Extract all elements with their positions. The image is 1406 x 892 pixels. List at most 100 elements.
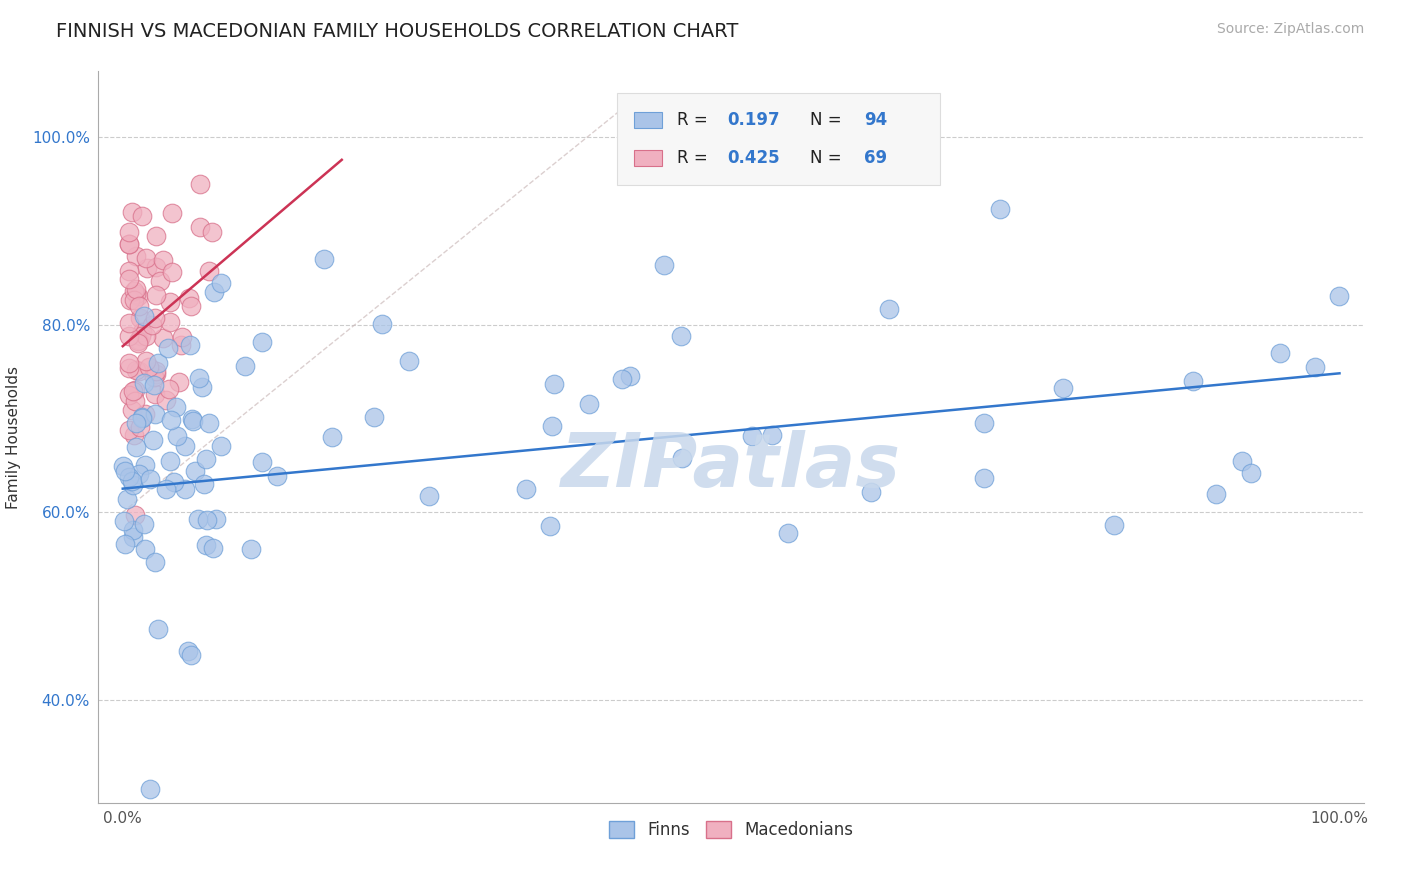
Point bbox=[205, 512, 228, 526]
Point bbox=[250, 334, 273, 349]
Point bbox=[134, 458, 156, 472]
Point bbox=[128, 467, 150, 481]
Point bbox=[166, 429, 188, 443]
Point bbox=[1230, 454, 1253, 468]
Point bbox=[143, 377, 166, 392]
Point bbox=[125, 362, 148, 376]
Point bbox=[134, 541, 156, 556]
Point bbox=[125, 249, 148, 263]
Point bbox=[138, 359, 160, 374]
Point bbox=[181, 413, 204, 427]
Point bbox=[124, 383, 146, 397]
Point bbox=[173, 483, 195, 497]
Point bbox=[118, 236, 141, 251]
Point bbox=[112, 458, 135, 473]
Point bbox=[143, 408, 166, 422]
Point bbox=[145, 367, 167, 381]
Point bbox=[1205, 487, 1227, 501]
Point bbox=[128, 333, 150, 347]
Point bbox=[173, 439, 195, 453]
Point bbox=[167, 375, 190, 389]
Point bbox=[187, 512, 209, 526]
Point bbox=[159, 453, 181, 467]
Point bbox=[181, 412, 204, 426]
Point bbox=[135, 354, 157, 368]
Point bbox=[131, 409, 153, 424]
Point bbox=[155, 482, 177, 496]
Point bbox=[121, 474, 143, 488]
Point bbox=[145, 260, 167, 275]
Point bbox=[121, 384, 143, 398]
Text: N =: N = bbox=[810, 149, 846, 167]
Point bbox=[163, 475, 186, 489]
Text: R =: R = bbox=[676, 149, 713, 167]
Point bbox=[131, 325, 153, 339]
Point bbox=[129, 420, 152, 434]
Point bbox=[1240, 466, 1263, 480]
Point bbox=[145, 364, 167, 378]
Point bbox=[195, 537, 218, 551]
Point bbox=[143, 311, 166, 326]
Point bbox=[252, 455, 274, 469]
Legend: Finns, Macedonians: Finns, Macedonians bbox=[602, 814, 860, 846]
Point bbox=[118, 388, 141, 402]
Point bbox=[170, 337, 193, 351]
Point bbox=[131, 410, 153, 425]
Point bbox=[198, 416, 221, 430]
Point bbox=[125, 417, 148, 431]
Point bbox=[188, 177, 211, 191]
Point bbox=[159, 294, 181, 309]
Point bbox=[132, 517, 155, 532]
Point bbox=[973, 470, 995, 484]
Point bbox=[1327, 289, 1350, 303]
Text: 69: 69 bbox=[863, 149, 887, 167]
Y-axis label: Family Households: Family Households bbox=[6, 366, 21, 508]
Text: N =: N = bbox=[810, 111, 846, 128]
Point bbox=[121, 205, 143, 219]
Point bbox=[198, 264, 221, 278]
Point bbox=[202, 541, 225, 555]
Point bbox=[619, 368, 641, 383]
Point bbox=[124, 427, 146, 442]
Point bbox=[124, 394, 146, 409]
Point bbox=[132, 376, 155, 391]
Point bbox=[877, 301, 900, 316]
Point bbox=[118, 272, 141, 286]
Point bbox=[193, 477, 215, 491]
Point bbox=[160, 265, 183, 279]
Point bbox=[152, 331, 174, 345]
Point bbox=[139, 473, 162, 487]
Point bbox=[118, 361, 141, 376]
Text: 0.425: 0.425 bbox=[727, 149, 780, 167]
Point bbox=[136, 261, 159, 276]
Point bbox=[152, 252, 174, 267]
Point bbox=[669, 328, 692, 343]
Point bbox=[145, 228, 167, 243]
Point bbox=[671, 451, 693, 466]
Text: 0.197: 0.197 bbox=[727, 111, 780, 128]
Point bbox=[184, 464, 207, 478]
Point bbox=[122, 293, 145, 307]
Bar bbox=[634, 151, 661, 167]
Point bbox=[209, 439, 232, 453]
Point bbox=[195, 513, 218, 527]
Point bbox=[118, 237, 141, 252]
Point bbox=[538, 519, 561, 533]
Text: ZIPatlas: ZIPatlas bbox=[561, 430, 901, 503]
Point bbox=[177, 643, 200, 657]
Point bbox=[398, 353, 420, 368]
Point bbox=[973, 416, 995, 430]
Point bbox=[118, 225, 141, 239]
Point bbox=[165, 400, 187, 414]
Point bbox=[127, 289, 149, 303]
Point bbox=[240, 541, 263, 556]
Point bbox=[134, 407, 156, 421]
Point bbox=[125, 287, 148, 301]
Point bbox=[156, 341, 179, 355]
Point bbox=[131, 209, 153, 223]
Point bbox=[543, 377, 565, 392]
Point bbox=[127, 334, 149, 348]
Point bbox=[142, 433, 165, 447]
Point bbox=[114, 515, 136, 529]
Point bbox=[180, 299, 202, 313]
